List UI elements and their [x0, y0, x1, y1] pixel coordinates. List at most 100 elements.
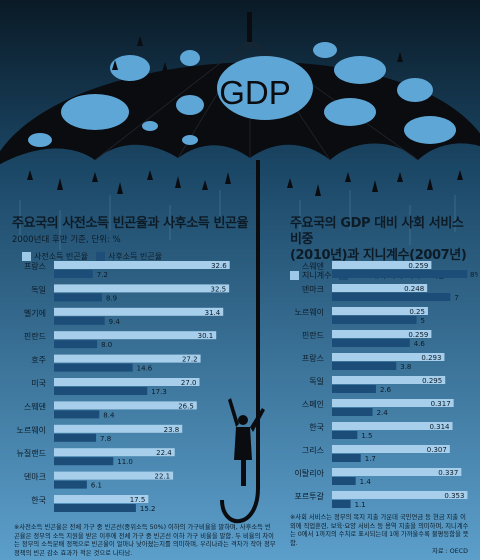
- bar-pre-income: [54, 401, 197, 410]
- category-label: 이탈리아: [295, 468, 325, 478]
- bar-gini: [332, 330, 432, 338]
- left-bar-chart: 프랑스 32.6 7.2 독일 32.5 8.9 벨기에 31.4 9.4 핀란드 30.1 8.0 호…: [17, 261, 230, 513]
- value-label-pre: 32.6: [211, 262, 227, 270]
- value-label-gini: 0.317: [431, 400, 451, 408]
- value-label-post: 9.4: [109, 318, 121, 326]
- gdp-label: GDP: [219, 74, 291, 111]
- category-label: 한국: [31, 496, 46, 505]
- bar-pre-income: [54, 261, 230, 269]
- umbrella-handle: [220, 487, 260, 524]
- value-label-service: 1.5: [361, 432, 372, 440]
- value-label-gini: 0.259: [408, 331, 428, 339]
- value-label-post: 8.0: [101, 341, 112, 349]
- category-label: 한국: [309, 423, 324, 432]
- category-label: 스웨덴: [24, 401, 46, 411]
- legend-label-a: 사전소득 빈곤율: [34, 252, 89, 261]
- value-label-post: 8.9: [106, 294, 117, 302]
- bar-gini: [332, 491, 468, 499]
- value-label-service: 4.6: [414, 340, 426, 348]
- value-label-service: 3.8: [400, 363, 411, 371]
- value-label-gini: 0.307: [427, 446, 447, 454]
- value-label-post: 7.2: [97, 271, 108, 279]
- left-chart-subtitle: 2000년대 후반 기준, 단위: %: [12, 235, 121, 245]
- bar-pre-income: [54, 471, 174, 480]
- category-label: 벨기에: [24, 308, 46, 318]
- value-label-post: 8.4: [103, 411, 115, 419]
- category-label: 노르웨이: [17, 425, 46, 435]
- left-footnote: ※사전소득 빈곤율은 전체 가구 중 빈곤선(중위소득 50%) 이하의 가구비…: [14, 524, 276, 557]
- category-label: 프랑스: [302, 353, 324, 363]
- legend-item-c: 지니계수: [290, 270, 331, 281]
- bar-social-service: [332, 293, 451, 301]
- right-chart-title: 주요국의 GDP 대비 사회 서비스 비중: [290, 216, 464, 247]
- category-label: 덴마크: [302, 285, 324, 294]
- bar-post-income: [54, 504, 136, 512]
- canopy-holes: [28, 42, 456, 147]
- value-label-pre: 22.1: [155, 473, 171, 481]
- value-label-pre: 17.5: [130, 496, 146, 504]
- bar-social-service: [332, 339, 410, 347]
- category-label: 핀란드: [24, 331, 46, 341]
- category-label: 포르투갈: [295, 492, 325, 501]
- right-footnote: ※사회 서비스는 정부의 복지 지출 가운데 국민연금 등 현금 지출 이외에 …: [290, 514, 469, 547]
- bar-post-income: [54, 480, 87, 489]
- value-label-gini: 0.259: [408, 262, 428, 270]
- category-label: 스페인: [302, 399, 324, 409]
- left-chart-title: 주요국의 사전소득 빈곤율과 사후소득 빈곤율: [12, 216, 249, 231]
- bar-post-income: [54, 316, 105, 325]
- bar-gini: [332, 422, 453, 430]
- left-legend: 사전소득 빈곤율 사후소득 빈곤율: [22, 251, 262, 262]
- bar-post-income: [54, 410, 100, 419]
- value-label-pre: 32.5: [211, 285, 227, 293]
- value-label-post: 15.2: [140, 505, 156, 513]
- value-label-pre: 23.8: [164, 426, 180, 434]
- legend-item-a: 사전소득 빈곤율: [22, 251, 88, 262]
- bar-gini: [332, 399, 454, 407]
- bar-pre-income: [54, 354, 201, 363]
- legend-label-b: 사후소득 빈곤율: [108, 252, 163, 261]
- value-label-gini: 0.293: [421, 354, 441, 362]
- bar-gini: [332, 353, 445, 361]
- category-label: 뉴질랜드: [17, 448, 46, 458]
- bar-pre-income: [54, 284, 230, 293]
- bar-gini: [332, 468, 462, 476]
- category-label: 독일: [31, 285, 46, 294]
- value-label-gini: 0.25: [409, 308, 425, 316]
- legend-swatch-b: [96, 252, 106, 261]
- umbrella-shaft: [256, 160, 260, 490]
- bar-social-service: [332, 500, 351, 508]
- value-label-gini: 0.337: [438, 469, 458, 477]
- value-label-service: 2.6: [380, 386, 392, 394]
- value-label-post: 17.3: [151, 388, 167, 396]
- category-label: 호주: [31, 356, 46, 365]
- rain-lines: [19, 190, 456, 250]
- category-label: 미국: [31, 379, 46, 388]
- bar-social-service: [332, 270, 468, 278]
- bar-social-service: [332, 316, 417, 324]
- bar-pre-income: [54, 424, 183, 433]
- value-label-service: 7: [454, 294, 458, 302]
- bar-social-service: [332, 454, 361, 462]
- value-label-pre: 26.5: [178, 402, 194, 410]
- category-label: 스웨덴: [302, 261, 324, 271]
- bar-social-service: [332, 385, 376, 393]
- value-label-pre: 27.2: [182, 356, 198, 364]
- bar-post-income: [54, 433, 97, 442]
- value-label-service: 8%: [470, 271, 478, 279]
- bar-gini: [332, 284, 428, 292]
- bar-gini: [332, 307, 428, 315]
- value-label-pre: 31.4: [205, 309, 221, 317]
- bar-gini: [332, 376, 446, 384]
- value-label-service: 1.4: [360, 478, 372, 486]
- bar-pre-income: [54, 307, 224, 316]
- category-label: 노르웨이: [295, 307, 324, 317]
- drips: [27, 36, 463, 196]
- bar-social-service: [332, 477, 356, 485]
- category-label: 그리스: [302, 446, 324, 455]
- legend-label-c: 지니계수: [302, 271, 332, 280]
- bar-pre-income: [54, 331, 217, 340]
- value-label-gini: 0.353: [444, 492, 464, 500]
- value-label-service: 1.7: [365, 455, 376, 463]
- right-chart-title2: (2010년)과 지니계수(2007년): [290, 248, 467, 263]
